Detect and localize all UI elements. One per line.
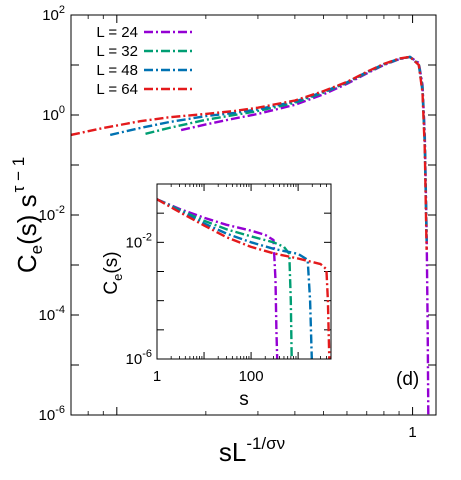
main-x-tick-labels: 1: [408, 424, 416, 441]
inset-series-l-24: [157, 198, 279, 359]
main-y-tick-exponent: -2: [55, 204, 65, 216]
inset-series-l-48: [157, 198, 313, 359]
legend-item-l-32: L = 32: [96, 43, 194, 60]
main-series-l-24: [180, 55, 430, 415]
main-y-tick-exponent: -4: [55, 304, 65, 316]
main-y-axis-title: Ce(s) sτ − 1: [9, 157, 46, 273]
inset-chart: 10-210-6 1 100 Ce(s) s: [101, 183, 332, 410]
main-y-tick-label: 10-4: [39, 304, 65, 324]
legend-item-l-48: L = 48: [96, 62, 194, 79]
inset-y-tick-label: 10-2: [126, 231, 152, 251]
main-y-tick-base: 10: [39, 407, 56, 424]
inset-y-axis-title-base: C: [101, 281, 122, 295]
legend-label: L = 24: [96, 24, 138, 41]
inset-x-axis-title: s: [239, 389, 249, 410]
legend-item-l-64: L = 64: [96, 81, 194, 98]
inset-plot-frame: [156, 183, 332, 360]
main-y-tick-label: 100: [42, 104, 65, 124]
inset-x-tick-label: 1: [153, 368, 161, 385]
main-y-tick-label: 10-6: [39, 404, 65, 424]
inset-y-tick-base: 10: [126, 351, 143, 368]
main-series-l-32: [145, 55, 428, 235]
legend-label: L = 48: [96, 62, 138, 79]
main-x-axis-title: sL-1/σν: [219, 434, 285, 467]
inset-y-axis-title-subscript: e: [110, 274, 125, 281]
legend: L = 24 L = 32 L = 48 L = 64: [96, 24, 194, 98]
main-y-axis-title-middle: (s) s: [12, 194, 42, 245]
main-y-tick-base: 10: [39, 307, 56, 324]
inset-y-axis-title: Ce(s): [101, 251, 125, 294]
legend-label: L = 64: [96, 81, 138, 98]
main-y-tick-base: 10: [42, 7, 59, 24]
main-y-axis-title-superscript: τ − 1: [9, 157, 28, 193]
inset-y-tick-base: 10: [126, 234, 143, 251]
inset-y-tick-exponent: -6: [142, 348, 152, 360]
main-series-group: [71, 55, 430, 415]
inset-y-tick-labels: 10-210-6: [126, 231, 152, 368]
legend-item-l-24: L = 24: [96, 24, 194, 41]
inset-background: [157, 184, 331, 359]
main-plot-frame: [70, 14, 437, 416]
inset-series-l-64: [157, 198, 331, 359]
main-y-tick-exponent: 2: [59, 4, 65, 16]
main-x-axis-title-superscript: -1/σν: [246, 434, 285, 453]
main-y-tick-label: 102: [42, 4, 65, 24]
main-y-axis-title-base: C: [12, 254, 42, 273]
main-y-tick-label: 10-2: [39, 204, 65, 224]
panel-annotation: (d): [396, 369, 419, 390]
inset-series-group: [157, 198, 331, 359]
legend-label: L = 32: [96, 43, 138, 60]
main-x-axis-title-base: sL: [219, 437, 246, 467]
inset-x-tick-label: 100: [239, 368, 264, 385]
main-series-l-48: [109, 55, 428, 242]
main-y-tick-exponent: -6: [55, 404, 65, 416]
main-y-tick-base: 10: [42, 107, 59, 124]
inset-y-tick-exponent: -2: [142, 231, 152, 243]
inset-series-l-32: [157, 198, 293, 359]
inset-y-tick-label: 10-6: [126, 348, 152, 368]
main-y-tick-exponent: 0: [59, 104, 65, 116]
main-x-tick-label: 1: [408, 424, 416, 441]
main-y-axis-title-subscript: e: [27, 245, 46, 254]
inset-y-axis-title-middle: (s): [101, 251, 122, 273]
inset-x-tick-labels: 1 100: [153, 368, 264, 385]
main-y-tick-base: 10: [39, 207, 56, 224]
